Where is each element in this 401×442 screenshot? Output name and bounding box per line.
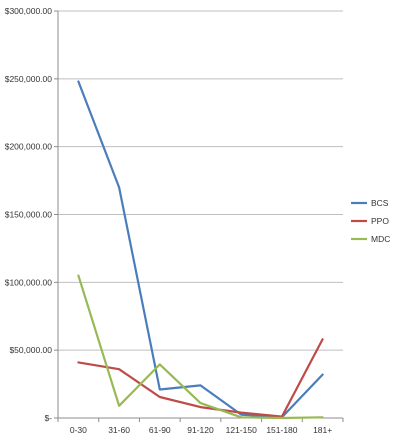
x-tick-label: 0-30 [70, 425, 87, 435]
x-tick-label: 181+ [313, 425, 332, 435]
y-axis-tick-labels: $- $50,000.00 $100,000.00 $150,000.00 $200,0… [5, 6, 53, 423]
series-line-ppo [77, 338, 324, 418]
legend-label-mdc: MDC [371, 234, 390, 244]
x-axis-tick-labels: 0-30 31-60 61-90 91-120 121-150 151-180 181+ [70, 425, 332, 435]
y-tick-label: $50,000.00 [9, 345, 52, 355]
x-tick-label: 121-150 [226, 425, 257, 435]
x-tick-label: 31-60 [108, 425, 130, 435]
y-tick-label: $200,000.00 [5, 142, 53, 152]
y-tick-label: $- [44, 413, 52, 423]
series-line-mdc [77, 274, 324, 420]
x-tick-label: 91-120 [187, 425, 214, 435]
y-tick-label: $100,000.00 [5, 277, 53, 287]
series-line-bcs [77, 80, 324, 419]
legend: BCS PPO MDC [351, 198, 390, 244]
y-tick-label: $150,000.00 [5, 210, 53, 220]
axes [54, 10, 344, 422]
y-tick-label: $250,000.00 [5, 74, 53, 84]
gridlines [58, 10, 343, 351]
series-lines [77, 80, 324, 420]
x-tick-label: 151-180 [266, 425, 297, 435]
legend-label-bcs: BCS [371, 198, 389, 208]
y-tick-label: $300,000.00 [5, 6, 53, 16]
x-tick-label: 61-90 [149, 425, 171, 435]
legend-label-ppo: PPO [371, 216, 389, 226]
